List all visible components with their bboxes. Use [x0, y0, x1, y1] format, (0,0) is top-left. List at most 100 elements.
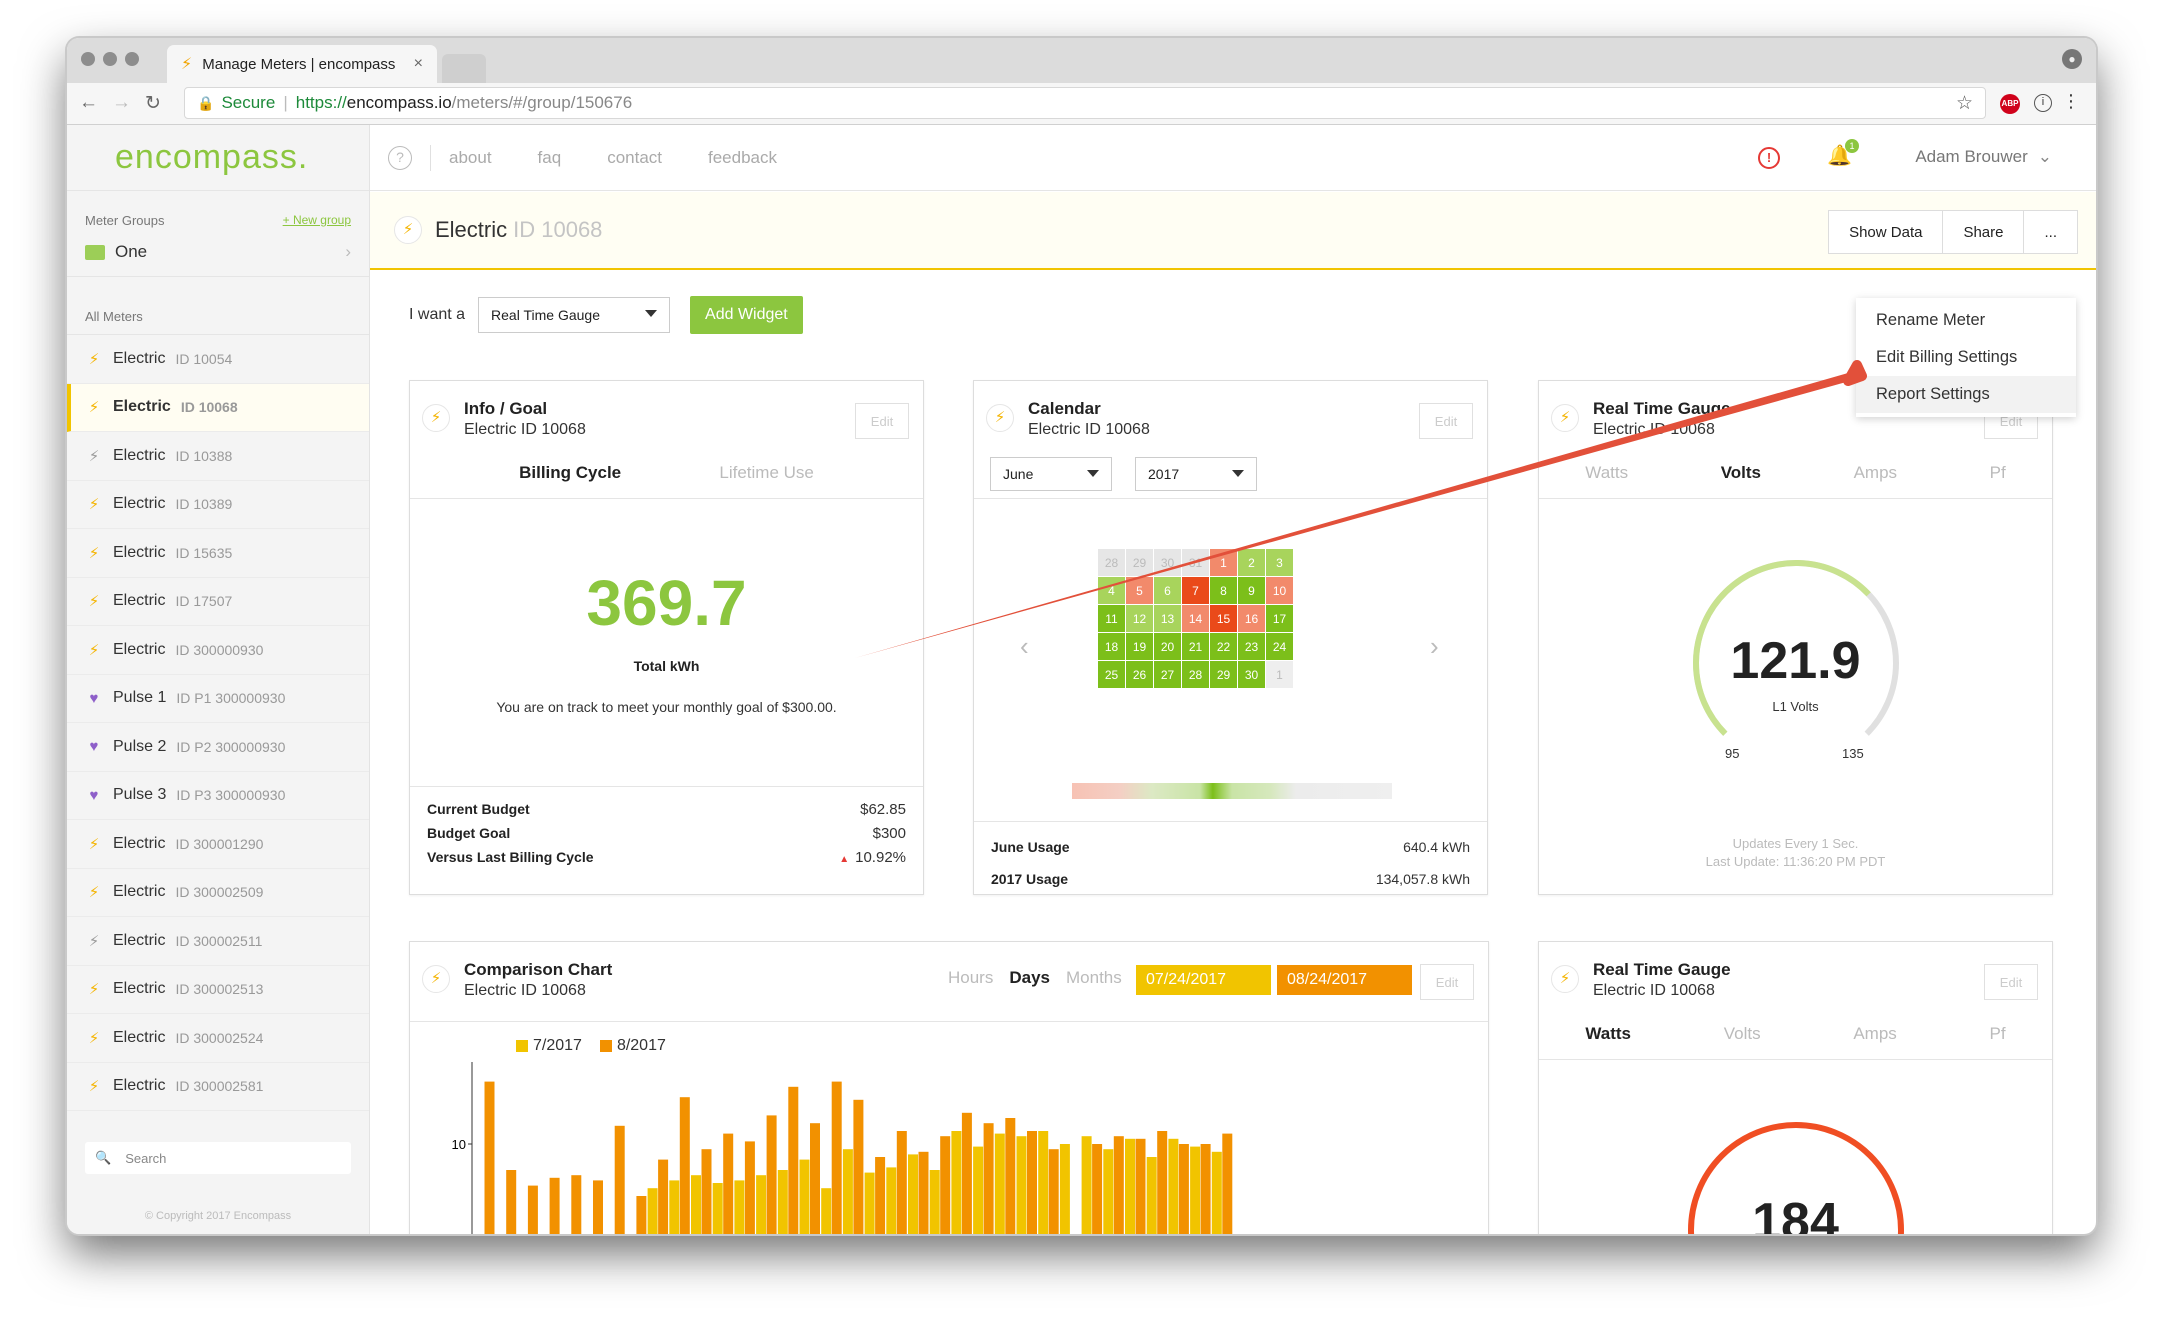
calendar-day[interactable]: 15 — [1210, 605, 1237, 632]
new-group-link[interactable]: + New group — [282, 213, 351, 227]
chart-bar-8-2017[interactable] — [1048, 1149, 1059, 1234]
menu-edit-billing-settings[interactable]: Edit Billing Settings — [1876, 348, 2018, 366]
chart-bar-8-2017[interactable] — [1222, 1133, 1233, 1234]
browser-menu-icon[interactable]: ⋮ — [2062, 91, 2080, 111]
sidebar-meter-item[interactable]: ⚡ Electric ID 17507 — [67, 578, 369, 626]
calendar-day[interactable]: 1 — [1266, 661, 1293, 688]
sidebar-meter-item[interactable]: ♥ Pulse 1 ID P1 300000930 — [67, 675, 369, 723]
chart-bar-8-2017[interactable] — [853, 1099, 864, 1234]
forward-icon[interactable]: → — [112, 92, 131, 113]
chart-bar-8-2017[interactable] — [1092, 1144, 1103, 1234]
chart-bar-7-2017[interactable] — [1211, 1151, 1222, 1234]
close-tab-icon[interactable]: × — [413, 55, 423, 72]
chart-bar-8-2017[interactable] — [571, 1175, 582, 1234]
sidebar-meter-item[interactable]: ⚡ Electric ID 15635 — [67, 529, 369, 578]
chart-bar-8-2017[interactable] — [506, 1170, 517, 1234]
sidebar-meter-item[interactable]: ⚡ Electric ID 300002581 — [67, 1063, 369, 1111]
chart-bar-8-2017[interactable] — [1157, 1131, 1168, 1234]
calendar-day[interactable]: 3 — [1266, 549, 1293, 576]
chart-bar-8-2017[interactable] — [940, 1136, 951, 1234]
calendar-day[interactable]: 23 — [1238, 633, 1265, 660]
chart-bar-8-2017[interactable] — [831, 1081, 842, 1234]
calendar-day[interactable]: 24 — [1266, 633, 1293, 660]
calendar-day[interactable]: 7 — [1182, 577, 1209, 604]
calendar-day[interactable]: 25 — [1098, 661, 1125, 688]
chart-bar-8-2017[interactable] — [896, 1131, 907, 1234]
calendar-day[interactable]: 12 — [1126, 605, 1153, 632]
chart-bar-7-2017[interactable] — [1038, 1131, 1049, 1234]
chart-bar-7-2017[interactable] — [929, 1170, 940, 1234]
chart-bar-8-2017[interactable] — [679, 1097, 690, 1234]
chart-bar-8-2017[interactable] — [961, 1112, 972, 1234]
calendar-day[interactable]: 10 — [1266, 577, 1293, 604]
chart-bar-7-2017[interactable] — [951, 1131, 962, 1234]
edit-button[interactable]: Edit — [1984, 964, 2038, 1000]
calendar-day[interactable]: 29 — [1210, 661, 1237, 688]
edit-button[interactable]: Edit — [1419, 403, 1473, 439]
calendar-day[interactable]: 13 — [1154, 605, 1181, 632]
logo[interactable]: encompass. — [67, 125, 369, 191]
calendar-day[interactable]: 9 — [1238, 577, 1265, 604]
calendar-day[interactable]: 29 — [1126, 549, 1153, 576]
bell-icon[interactable]: 🔔 1 — [1827, 139, 1859, 168]
calendar-day[interactable]: 18 — [1098, 633, 1125, 660]
add-widget-button[interactable]: Add Widget — [690, 296, 803, 334]
chart-bar-7-2017[interactable] — [864, 1172, 875, 1234]
tab-volts[interactable]: Volts — [1720, 463, 1761, 482]
chart-bar-7-2017[interactable] — [1125, 1138, 1135, 1234]
chart-bar-8-2017[interactable] — [766, 1115, 777, 1234]
adblock-icon[interactable]: ABP — [2000, 94, 2020, 114]
calendar-day[interactable]: 5 — [1126, 577, 1153, 604]
calendar-day[interactable]: 17 — [1266, 605, 1293, 632]
more-button[interactable]: ... — [2023, 210, 2078, 254]
prev-month-icon[interactable]: ‹ — [1020, 631, 1029, 661]
chart-bar-7-2017[interactable] — [1059, 1144, 1070, 1234]
calendar-day[interactable]: 30 — [1238, 661, 1265, 688]
chart-bar-8-2017[interactable] — [636, 1196, 647, 1234]
year-select[interactable]: 2017 — [1135, 457, 1257, 491]
browser-tab[interactable]: ⚡ Manage Meters | encompass × — [167, 45, 437, 83]
sidebar-meter-item[interactable]: ⚡ Electric ID 10388 — [67, 432, 369, 481]
calendar-day[interactable]: 2 — [1238, 549, 1265, 576]
nav-faq[interactable]: faq — [537, 147, 562, 167]
calendar-day[interactable]: 27 — [1154, 661, 1181, 688]
share-button[interactable]: Share — [1942, 210, 2025, 254]
chart-bar-7-2017[interactable] — [842, 1149, 853, 1234]
chart-bar-8-2017[interactable] — [1113, 1136, 1124, 1234]
calendar-day[interactable]: 14 — [1182, 605, 1209, 632]
calendar-day[interactable]: 28 — [1182, 661, 1209, 688]
calendar-day[interactable]: 21 — [1182, 633, 1209, 660]
help-icon[interactable]: ? — [388, 145, 412, 170]
sidebar-meter-item[interactable]: ⚡ Electric ID 300000930 — [67, 626, 369, 675]
chart-bar-8-2017[interactable] — [918, 1151, 929, 1234]
chart-bar-7-2017[interactable] — [973, 1146, 984, 1234]
sidebar-meter-item[interactable]: ⚡ Electric ID 300002524 — [67, 1014, 369, 1063]
tab-volts[interactable]: Volts — [1723, 1024, 1761, 1043]
chart-bar-8-2017[interactable] — [658, 1159, 669, 1234]
chart-bar-7-2017[interactable] — [799, 1159, 810, 1234]
chart-bar-7-2017[interactable] — [908, 1154, 918, 1234]
widget-type-select[interactable]: Real Time Gauge — [478, 297, 671, 333]
nav-contact[interactable]: contact — [607, 147, 662, 167]
tab-watts[interactable]: Watts — [1585, 1024, 1632, 1043]
sidebar-meter-item[interactable]: ♥ Pulse 2 ID P2 300000930 — [67, 723, 369, 772]
chart-bar-7-2017[interactable] — [691, 1175, 701, 1234]
month-select[interactable]: June — [990, 457, 1112, 491]
nav-about[interactable]: about — [449, 147, 492, 167]
calendar-day[interactable]: 1 — [1210, 549, 1237, 576]
tab-amps[interactable]: Amps — [1853, 1024, 1897, 1043]
tab-pf[interactable]: Pf — [1989, 463, 2006, 482]
show-data-button[interactable]: Show Data — [1828, 210, 1944, 254]
search-input[interactable]: 🔍 Search — [85, 1142, 351, 1174]
chart-bar-8-2017[interactable] — [701, 1149, 712, 1234]
calendar-day[interactable]: 11 — [1098, 605, 1125, 632]
chart-bar-8-2017[interactable] — [527, 1185, 538, 1234]
chart-bar-8-2017[interactable] — [810, 1123, 820, 1234]
chart-bar-8-2017[interactable] — [744, 1141, 755, 1234]
chart-bar-8-2017[interactable] — [788, 1086, 799, 1234]
extension-icon[interactable]: i — [2034, 94, 2052, 112]
chart-bar-7-2017[interactable] — [756, 1175, 767, 1234]
edit-button[interactable]: Edit — [1420, 964, 1474, 1000]
tab-amps[interactable]: Amps — [1853, 463, 1898, 482]
profile-icon[interactable]: ● — [2062, 49, 2082, 69]
